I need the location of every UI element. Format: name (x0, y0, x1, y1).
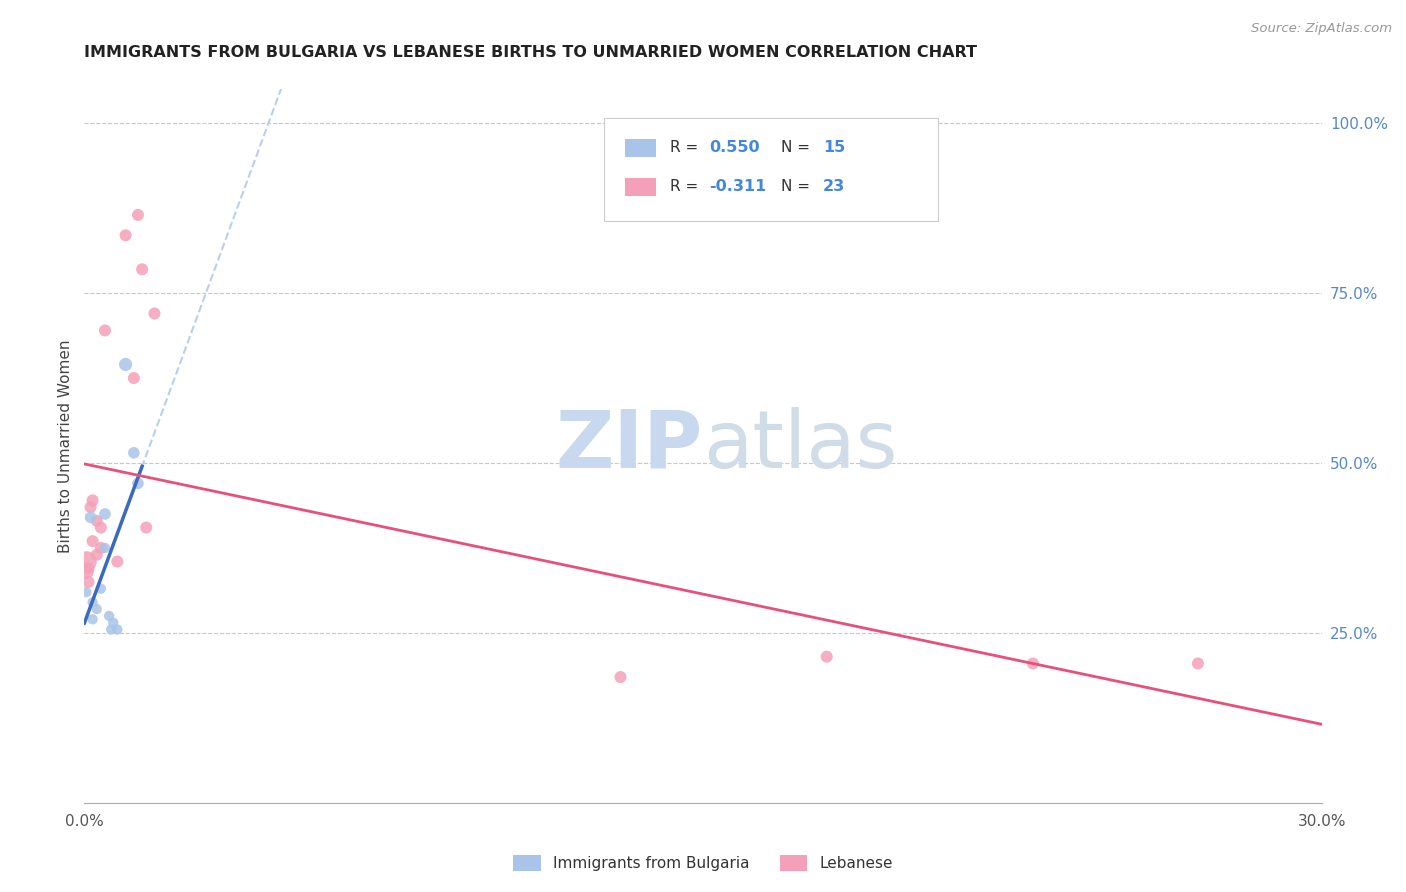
Bar (626, 139, 657, 157)
Legend: Immigrants from Bulgaria, Lebanese: Immigrants from Bulgaria, Lebanese (508, 849, 898, 877)
Point (815, 649, 838, 664)
Point (135, 520, 157, 534)
Text: Source: ZipAtlas.com: Source: ZipAtlas.com (1251, 22, 1392, 36)
Point (90, 582, 112, 596)
Y-axis label: Births to Unmarried Women: Births to Unmarried Women (58, 339, 73, 553)
Point (75, 555, 97, 569)
Point (79, 510, 101, 524)
Text: -0.311: -0.311 (709, 179, 766, 194)
Point (86, 514, 108, 528)
Point (122, 446, 145, 460)
Point (1187, 657, 1209, 671)
Point (131, 262, 153, 277)
Point (82, 612, 104, 626)
Point (1022, 657, 1045, 671)
Point (90, 520, 112, 534)
Point (94, 541, 117, 555)
Point (75, 565, 97, 579)
Point (94, 507, 117, 521)
Point (143, 306, 166, 320)
Text: R =: R = (669, 140, 703, 155)
Point (94, 323, 117, 337)
Text: 15: 15 (823, 140, 845, 155)
FancyBboxPatch shape (605, 118, 938, 221)
Text: N =: N = (780, 140, 815, 155)
Point (114, 358, 136, 372)
Text: atlas: atlas (703, 407, 897, 485)
Point (86, 548, 108, 562)
Point (86, 602, 108, 616)
Text: ZIP: ZIP (555, 407, 703, 485)
Text: 0.550: 0.550 (709, 140, 759, 155)
Point (75, 585, 97, 599)
Point (77, 574, 100, 589)
Point (100, 623, 122, 637)
Bar (626, 178, 657, 196)
Point (103, 615, 125, 630)
Point (82, 534, 104, 549)
Text: N =: N = (780, 179, 815, 194)
Point (105, 623, 128, 637)
Point (98, 608, 121, 623)
Point (105, 555, 128, 569)
Point (79, 500, 101, 515)
Point (77, 561, 100, 575)
Point (127, 208, 149, 222)
Text: R =: R = (669, 179, 703, 194)
Point (114, 228, 136, 243)
Text: 23: 23 (823, 179, 845, 194)
Point (122, 371, 145, 385)
Point (82, 595, 104, 609)
Point (82, 493, 104, 508)
Text: IMMIGRANTS FROM BULGARIA VS LEBANESE BIRTHS TO UNMARRIED WOMEN CORRELATION CHART: IMMIGRANTS FROM BULGARIA VS LEBANESE BIR… (84, 45, 977, 60)
Point (609, 670, 631, 684)
Point (90, 541, 112, 555)
Point (127, 476, 149, 491)
